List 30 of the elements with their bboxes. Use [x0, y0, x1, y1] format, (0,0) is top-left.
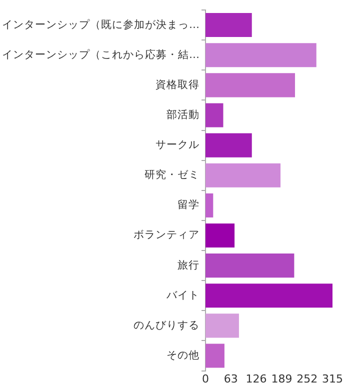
bar [206, 163, 280, 188]
bar [206, 254, 294, 278]
y-tick-label: インターンシップ（既に参加が決まっ… [2, 18, 200, 31]
x-tick-label: 252 [296, 372, 318, 386]
y-tick-label: その他 [166, 350, 200, 362]
bar [206, 314, 239, 338]
y-tick-label: 旅行 [178, 258, 200, 272]
bar [206, 103, 224, 128]
y-tick-label: サークル [156, 139, 200, 152]
bar [206, 73, 296, 98]
y-tick-label: バイト [166, 289, 200, 302]
bar [206, 193, 214, 218]
y-tick-label: インターンシップ（これから応募・結… [2, 48, 200, 61]
y-tick-label: ボランティア [134, 229, 200, 242]
bar [206, 284, 332, 308]
y-tick-label: 部活動 [166, 108, 200, 121]
bar [206, 43, 316, 68]
y-tick-label: 留学 [178, 199, 200, 212]
x-tick-label: 63 [224, 372, 238, 386]
bar [206, 344, 224, 368]
x-tick-label: 126 [246, 372, 267, 386]
x-tick-label: 189 [271, 372, 292, 386]
x-tick-label: 0 [202, 372, 209, 386]
bar [206, 13, 252, 38]
y-tick-label: のんびりする [134, 319, 200, 332]
x-tick-label: 315 [322, 372, 343, 386]
y-tick-label: 資格取得 [156, 78, 200, 91]
y-tick-label: 研究・ゼミ [144, 168, 200, 182]
bar [206, 223, 235, 248]
bar [206, 133, 252, 158]
